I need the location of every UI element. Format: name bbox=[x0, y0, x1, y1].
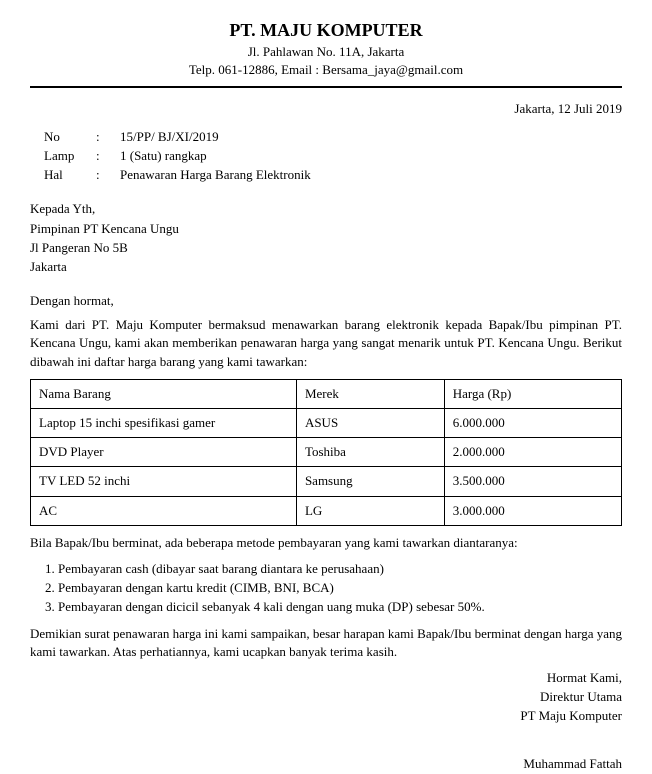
price-table: Nama Barang Merek Harga (Rp) Laptop 15 i… bbox=[30, 379, 622, 526]
recipient-line2: Pimpinan PT Kencana Ungu bbox=[30, 220, 622, 238]
company-address: Jl. Pahlawan No. 11A, Jakarta bbox=[30, 43, 622, 61]
salutation: Dengan hormat, bbox=[30, 292, 622, 310]
table-row: AC LG 3.000.000 bbox=[31, 496, 622, 525]
cell-harga: 6.000.000 bbox=[444, 409, 621, 438]
ref-lamp-value: 1 (Satu) rangkap bbox=[120, 147, 207, 165]
ref-hal-row: Hal : Penawaran Harga Barang Elektronik bbox=[44, 166, 622, 184]
table-row: Laptop 15 inchi spesifikasi gamer ASUS 6… bbox=[31, 409, 622, 438]
cell-harga: 3.000.000 bbox=[444, 496, 621, 525]
company-name: PT. MAJU KOMPUTER bbox=[30, 18, 622, 43]
payment-intro: Bila Bapak/Ibu berminat, ada beberapa me… bbox=[30, 534, 622, 552]
ref-no-value: 15/PP/ BJ/XI/2019 bbox=[120, 128, 219, 146]
ref-colon: : bbox=[96, 147, 120, 165]
signature-block: Hormat Kami, Direktur Utama PT Maju Komp… bbox=[30, 669, 622, 726]
recipient-line3: Jl Pangeran No 5B bbox=[30, 239, 622, 257]
ref-no-row: No : 15/PP/ BJ/XI/2019 bbox=[44, 128, 622, 146]
cell-harga: 3.500.000 bbox=[444, 467, 621, 496]
recipient-line4: Jakarta bbox=[30, 258, 622, 276]
letter-date: Jakarta, 12 Juli 2019 bbox=[30, 100, 622, 118]
cell-nama: DVD Player bbox=[31, 438, 297, 467]
cell-harga: 2.000.000 bbox=[444, 438, 621, 467]
th-nama: Nama Barang bbox=[31, 379, 297, 408]
cell-nama: AC bbox=[31, 496, 297, 525]
letterhead: PT. MAJU KOMPUTER Jl. Pahlawan No. 11A, … bbox=[30, 18, 622, 88]
payment-method-item: Pembayaran cash (dibayar saat barang dia… bbox=[58, 560, 622, 578]
signature-line1: Hormat Kami, bbox=[30, 669, 622, 687]
cell-merek: LG bbox=[296, 496, 444, 525]
cell-merek: ASUS bbox=[296, 409, 444, 438]
signature-line2: Direktur Utama bbox=[30, 688, 622, 706]
cell-nama: TV LED 52 inchi bbox=[31, 467, 297, 496]
cell-merek: Samsung bbox=[296, 467, 444, 496]
recipient-block: Kepada Yth, Pimpinan PT Kencana Ungu Jl … bbox=[30, 200, 622, 276]
company-contact: Telp. 061-12886, Email : Bersama_jaya@gm… bbox=[30, 61, 622, 79]
reference-block: No : 15/PP/ BJ/XI/2019 Lamp : 1 (Satu) r… bbox=[44, 128, 622, 185]
ref-lamp-label: Lamp bbox=[44, 147, 96, 165]
cell-merek: Toshiba bbox=[296, 438, 444, 467]
recipient-line1: Kepada Yth, bbox=[30, 200, 622, 218]
th-merek: Merek bbox=[296, 379, 444, 408]
intro-paragraph: Kami dari PT. Maju Komputer bermaksud me… bbox=[30, 316, 622, 371]
signature-name: Muhammad Fattah bbox=[30, 755, 622, 773]
payment-method-item: Pembayaran dengan kartu kredit (CIMB, BN… bbox=[58, 579, 622, 597]
ref-colon: : bbox=[96, 128, 120, 146]
ref-hal-label: Hal bbox=[44, 166, 96, 184]
signature-line3: PT Maju Komputer bbox=[30, 707, 622, 725]
cell-nama: Laptop 15 inchi spesifikasi gamer bbox=[31, 409, 297, 438]
payment-methods-list: Pembayaran cash (dibayar saat barang dia… bbox=[58, 560, 622, 617]
closing-paragraph: Demikian surat penawaran harga ini kami … bbox=[30, 625, 622, 661]
table-header-row: Nama Barang Merek Harga (Rp) bbox=[31, 379, 622, 408]
ref-hal-value: Penawaran Harga Barang Elektronik bbox=[120, 166, 311, 184]
ref-no-label: No bbox=[44, 128, 96, 146]
th-harga: Harga (Rp) bbox=[444, 379, 621, 408]
payment-method-item: Pembayaran dengan dicicil sebanyak 4 kal… bbox=[58, 598, 622, 616]
ref-colon: : bbox=[96, 166, 120, 184]
table-row: DVD Player Toshiba 2.000.000 bbox=[31, 438, 622, 467]
ref-lamp-row: Lamp : 1 (Satu) rangkap bbox=[44, 147, 622, 165]
table-row: TV LED 52 inchi Samsung 3.500.000 bbox=[31, 467, 622, 496]
